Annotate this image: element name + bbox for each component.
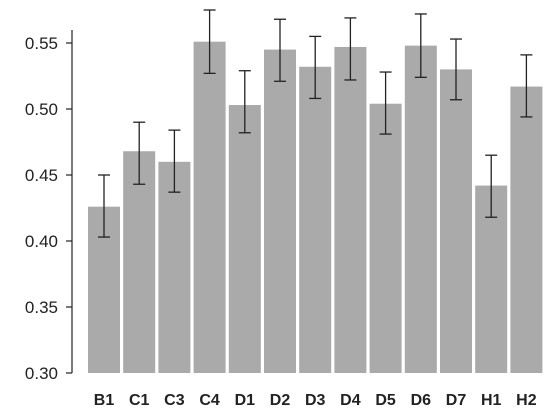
error-bars-group (98, 9, 533, 238)
x-tick-label: D3 (305, 392, 326, 409)
x-tick-label: D6 (411, 392, 432, 409)
error-bar-h2 (520, 54, 533, 118)
x-tick-label: D1 (235, 392, 256, 409)
bar-c1 (123, 151, 156, 373)
error-bar-d2 (274, 18, 286, 82)
error-bar-d7 (450, 38, 462, 101)
x-tick-label: D2 (270, 392, 291, 409)
error-bar-h1 (485, 154, 498, 218)
bar-d7 (440, 69, 472, 374)
bar-c4 (193, 41, 226, 374)
bar-d6 (404, 45, 437, 373)
bar-d2 (264, 49, 296, 373)
y-axis-ticks: 0.30 0.35 0.40 0.45 0.50 0.55 (25, 34, 72, 383)
x-axis-labels: B1 C1 C3 C4 D1 D2 D3 D4 D5 D6 D7 H1 H2 (94, 392, 537, 409)
x-tick-label: D5 (375, 392, 396, 409)
bar-d3 (299, 66, 332, 373)
error-bar-c1 (133, 121, 146, 185)
bar-d5 (369, 103, 402, 373)
error-bar-b1 (98, 174, 110, 238)
bar-d4 (334, 46, 367, 374)
y-tick-label: 0.50 (25, 100, 58, 119)
error-bar-d1 (238, 70, 251, 134)
x-tick-label: D4 (340, 392, 361, 409)
x-tick-label: C4 (199, 392, 220, 409)
bar-d1 (228, 105, 261, 373)
y-tick-label: 0.55 (25, 34, 58, 53)
error-bar-d5 (379, 71, 392, 135)
error-bar-d6 (414, 13, 427, 78)
x-tick-label: D7 (446, 392, 467, 409)
x-tick-label: H2 (516, 392, 537, 409)
error-bar-c3 (168, 129, 181, 193)
x-tick-label: C3 (164, 392, 185, 409)
y-tick-label: 0.30 (25, 364, 58, 383)
error-bar-c4 (203, 9, 216, 75)
y-tick-label: 0.40 (25, 232, 58, 251)
y-tick-label: 0.45 (25, 166, 58, 185)
x-tick-label: C1 (129, 392, 150, 409)
x-tick-label: B1 (94, 392, 115, 409)
bar-h2 (510, 86, 543, 373)
y-tick-label: 0.35 (25, 298, 58, 317)
error-bar-d4 (344, 17, 357, 81)
bar-c3 (158, 161, 191, 373)
error-bar-d3 (309, 35, 322, 100)
x-tick-label: H1 (481, 392, 502, 409)
bars-group (88, 41, 543, 374)
